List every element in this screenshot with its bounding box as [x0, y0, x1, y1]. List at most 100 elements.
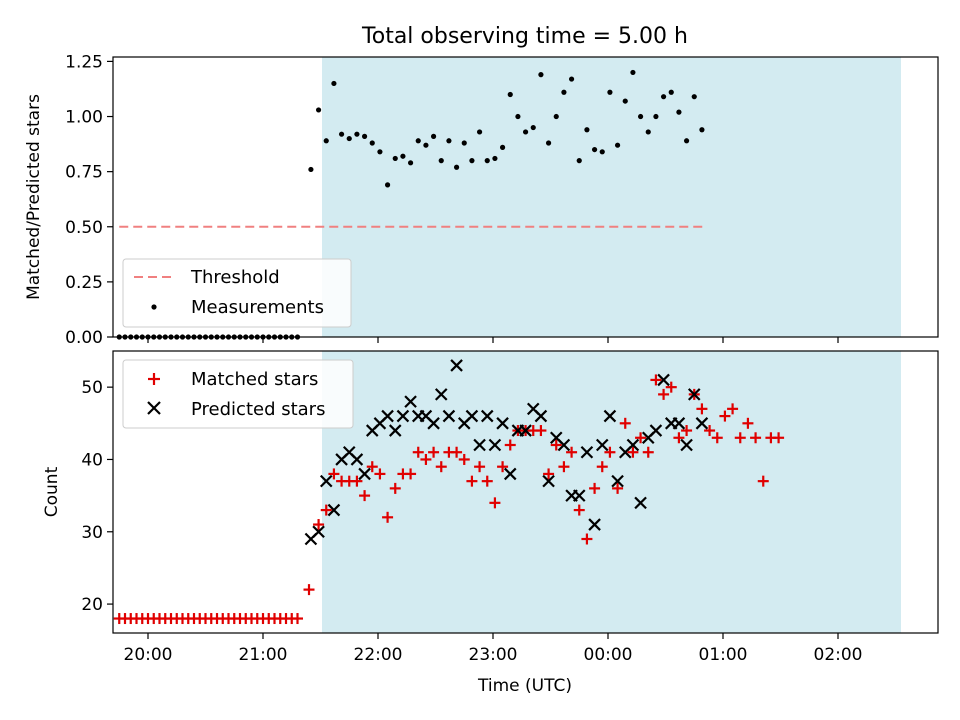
top-y-tick-label: 1.25	[65, 52, 103, 72]
matched-star-point	[757, 475, 769, 487]
matched-stars-layer	[113, 374, 785, 625]
measurement-point	[392, 155, 398, 162]
legend-measurements-label: Measurements	[191, 297, 324, 318]
matched-star-point	[612, 482, 624, 494]
measurement-point	[676, 109, 682, 115]
x-tick-label: 01:00	[699, 645, 748, 665]
bottom-y-tick-label: 20	[81, 595, 103, 615]
measurement-point	[430, 133, 437, 139]
measurement-point	[630, 69, 636, 76]
measurement-point	[384, 182, 391, 188]
bottom-shaded-region	[322, 351, 901, 633]
top-y-tick-label: 0.00	[65, 328, 103, 348]
top-y-axis-label: Matched/Predicted stars	[24, 94, 44, 300]
predicted-star-point	[396, 409, 410, 423]
matched-star-point	[711, 432, 723, 444]
predicted-star-point	[634, 496, 647, 510]
top-x-ticks	[147, 337, 839, 343]
measurement-point	[691, 94, 697, 100]
matched-star-point	[673, 432, 685, 444]
predicted-star-point	[542, 474, 555, 488]
matched-star-point	[727, 403, 739, 415]
measurement-point	[499, 144, 506, 150]
measurement-point	[346, 135, 352, 142]
predicted-star-point	[672, 417, 686, 430]
predicted-star-point	[427, 417, 440, 430]
matched-star-point	[374, 468, 386, 480]
matched-star-point	[619, 417, 631, 429]
predicted-stars-layer	[304, 359, 709, 546]
predicted-star-point	[350, 453, 364, 466]
figure-title: Total observing time = 5.00 h	[361, 24, 688, 49]
predicted-star-point	[611, 474, 624, 488]
matched-star-point	[635, 432, 647, 444]
matched-star-point	[497, 461, 509, 473]
top-y-tick-label: 0.50	[65, 218, 103, 238]
top-legend: Threshold Measurements	[122, 258, 352, 328]
bottom-y-tick-label: 30	[81, 523, 103, 543]
matched-star-point	[351, 475, 363, 487]
predicted-star-point	[572, 489, 586, 502]
predicted-star-point	[434, 388, 448, 401]
legend-matched-swatch	[148, 373, 160, 385]
measurement-point	[584, 127, 590, 133]
measurement-point	[492, 155, 498, 162]
measurement-point	[323, 138, 329, 144]
predicted-star-point	[580, 445, 594, 459]
measurement-point	[461, 140, 467, 146]
predicted-star-point	[488, 438, 502, 452]
measurement-point	[453, 164, 460, 170]
matched-star-point	[543, 468, 555, 480]
measurement-point	[338, 131, 345, 137]
measurement-point	[522, 129, 529, 135]
predicted-star-point	[657, 373, 670, 387]
measurement-point	[699, 127, 705, 133]
top-shaded-region	[322, 57, 901, 337]
bottom-y-tick-label: 40	[81, 450, 103, 470]
predicted-star-point	[465, 409, 479, 423]
x-tick-label: 02:00	[814, 645, 863, 665]
measurement-point	[599, 149, 605, 155]
x-tick-label: 23:00	[469, 645, 518, 665]
matched-star-point	[328, 468, 340, 480]
measurement-point	[653, 113, 659, 120]
predicted-star-point	[450, 359, 463, 372]
matched-star-point	[504, 439, 516, 451]
matched-star-point	[420, 453, 432, 465]
matched-star-point	[627, 446, 639, 458]
measurement-point	[561, 89, 567, 95]
matched-star-point	[719, 410, 731, 422]
bottom-axes-frame	[112, 350, 939, 634]
matched-star-point	[604, 446, 616, 458]
matched-star-point	[704, 425, 716, 437]
matched-star-point	[359, 490, 371, 502]
matched-star-point	[742, 417, 754, 429]
measurement-point	[568, 76, 575, 82]
measurement-point	[407, 160, 414, 166]
predicted-star-point	[519, 424, 532, 437]
matched-star-point	[489, 497, 501, 509]
measurement-point	[446, 138, 452, 144]
matched-star-point	[466, 475, 478, 487]
bottom-y-axis: 20 30 40 50	[81, 378, 113, 615]
measurement-point	[645, 129, 651, 135]
matched-star-point	[734, 432, 746, 444]
matched-star-point	[642, 446, 654, 458]
top-y-tick-label: 1.00	[65, 108, 103, 128]
top-y-tick-label: 0.25	[65, 273, 103, 293]
top-y-tick-label: 0.75	[65, 163, 103, 183]
predicted-star-point	[381, 409, 394, 423]
measurement-point	[591, 146, 598, 153]
matched-star-point	[474, 461, 486, 473]
measurement-point	[369, 140, 375, 146]
predicted-star-point	[595, 438, 609, 452]
measurement-point	[415, 138, 421, 144]
matched-star-point	[292, 613, 303, 625]
measurement-point	[377, 149, 383, 155]
measurement-point	[553, 113, 559, 120]
matched-star-point	[481, 475, 493, 487]
bottom-y-axis-label: Count	[42, 466, 62, 517]
matched-star-point	[451, 446, 463, 458]
bottom-legend-box	[122, 359, 354, 429]
